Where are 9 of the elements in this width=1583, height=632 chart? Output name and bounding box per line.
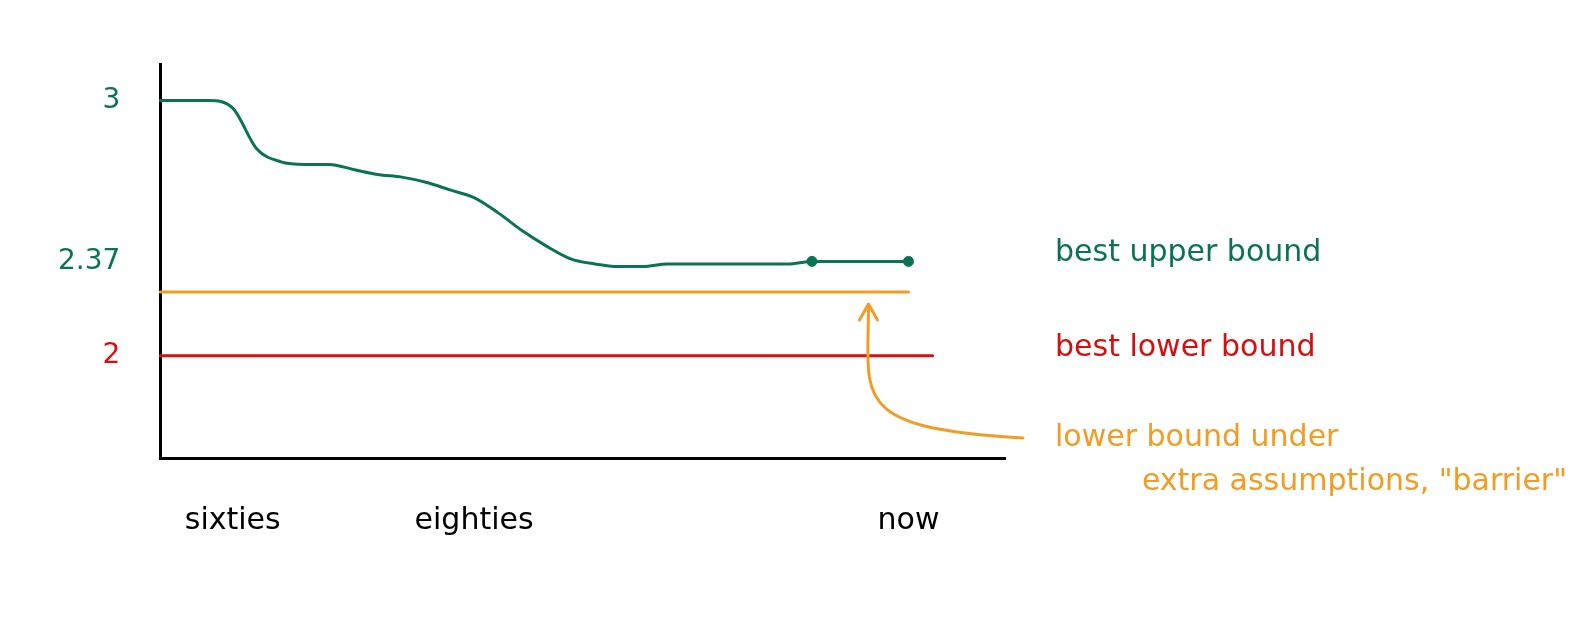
text: best lower bound [1055,327,1316,363]
text: lower bound under extra assumptions, "barrier" [1055,417,1567,497]
text: best upper bound [1055,233,1322,269]
x-tick-label: eighties [414,500,534,536]
y-tick-label: 2 [102,337,121,371]
y-tick-label: 2.37 [58,242,121,276]
x-tick-label: now [877,500,940,536]
x-tick-label: sixties [184,500,281,536]
y-tick-label: 3 [102,81,121,115]
